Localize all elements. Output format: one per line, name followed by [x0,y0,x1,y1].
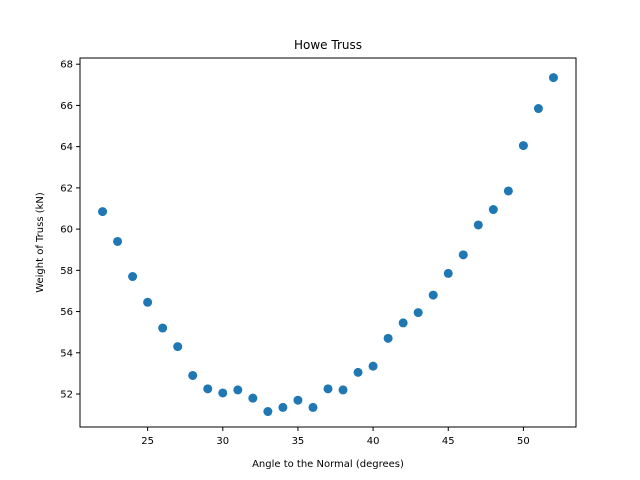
y-tick-label: 64 [60,142,73,153]
data-points [98,73,558,417]
y-axis-label: Weight of Truss (kN) [35,192,46,293]
x-tick-label: 50 [517,436,530,447]
x-tick-label: 40 [367,436,380,447]
data-point [218,388,228,398]
data-point [173,342,183,352]
data-point [383,333,393,343]
data-point [158,323,168,333]
y-tick-label: 60 [60,225,73,236]
x-tick-label: 45 [442,436,455,447]
y-tick-label: 54 [60,348,73,359]
data-point [488,205,498,215]
x-axis-label: Angle to the Normal (degrees) [252,459,404,470]
data-point [248,393,258,403]
data-point [533,104,543,114]
data-point [293,395,303,405]
data-point [263,407,273,417]
data-point [308,402,318,412]
data-point [128,272,138,282]
y-tick-label: 66 [60,101,73,112]
data-point [473,220,483,230]
data-point [458,250,468,260]
data-point [413,308,423,318]
plot-frame [79,57,577,428]
y-tick-label: 52 [60,390,73,401]
y-tick-label: 62 [60,183,73,194]
data-point [548,73,558,83]
data-point [278,402,288,412]
data-point [98,207,108,217]
data-point [518,141,528,151]
y-tick-label: 58 [60,266,73,277]
data-point [428,290,438,300]
x-tick-label: 25 [141,436,154,447]
data-point [188,370,198,380]
x-tick-label: 30 [216,436,229,447]
data-point [503,186,513,196]
x-tick-label: 35 [292,436,305,447]
data-point [353,367,363,377]
data-point [338,385,348,395]
data-point [233,385,243,395]
data-point [368,361,378,371]
data-point [143,297,153,307]
y-tick-label: 68 [60,60,73,71]
y-tick-label: 56 [60,307,73,318]
data-point [323,384,333,394]
data-point [443,268,453,278]
data-point [398,318,408,328]
chart-title: Howe Truss [294,38,362,52]
y-axis-ticks: 52 54 56 58 60 62 64 66 68 [60,60,80,401]
x-axis-ticks: 25 30 35 40 45 50 [141,427,530,447]
data-point [203,384,213,394]
data-point [113,236,123,246]
